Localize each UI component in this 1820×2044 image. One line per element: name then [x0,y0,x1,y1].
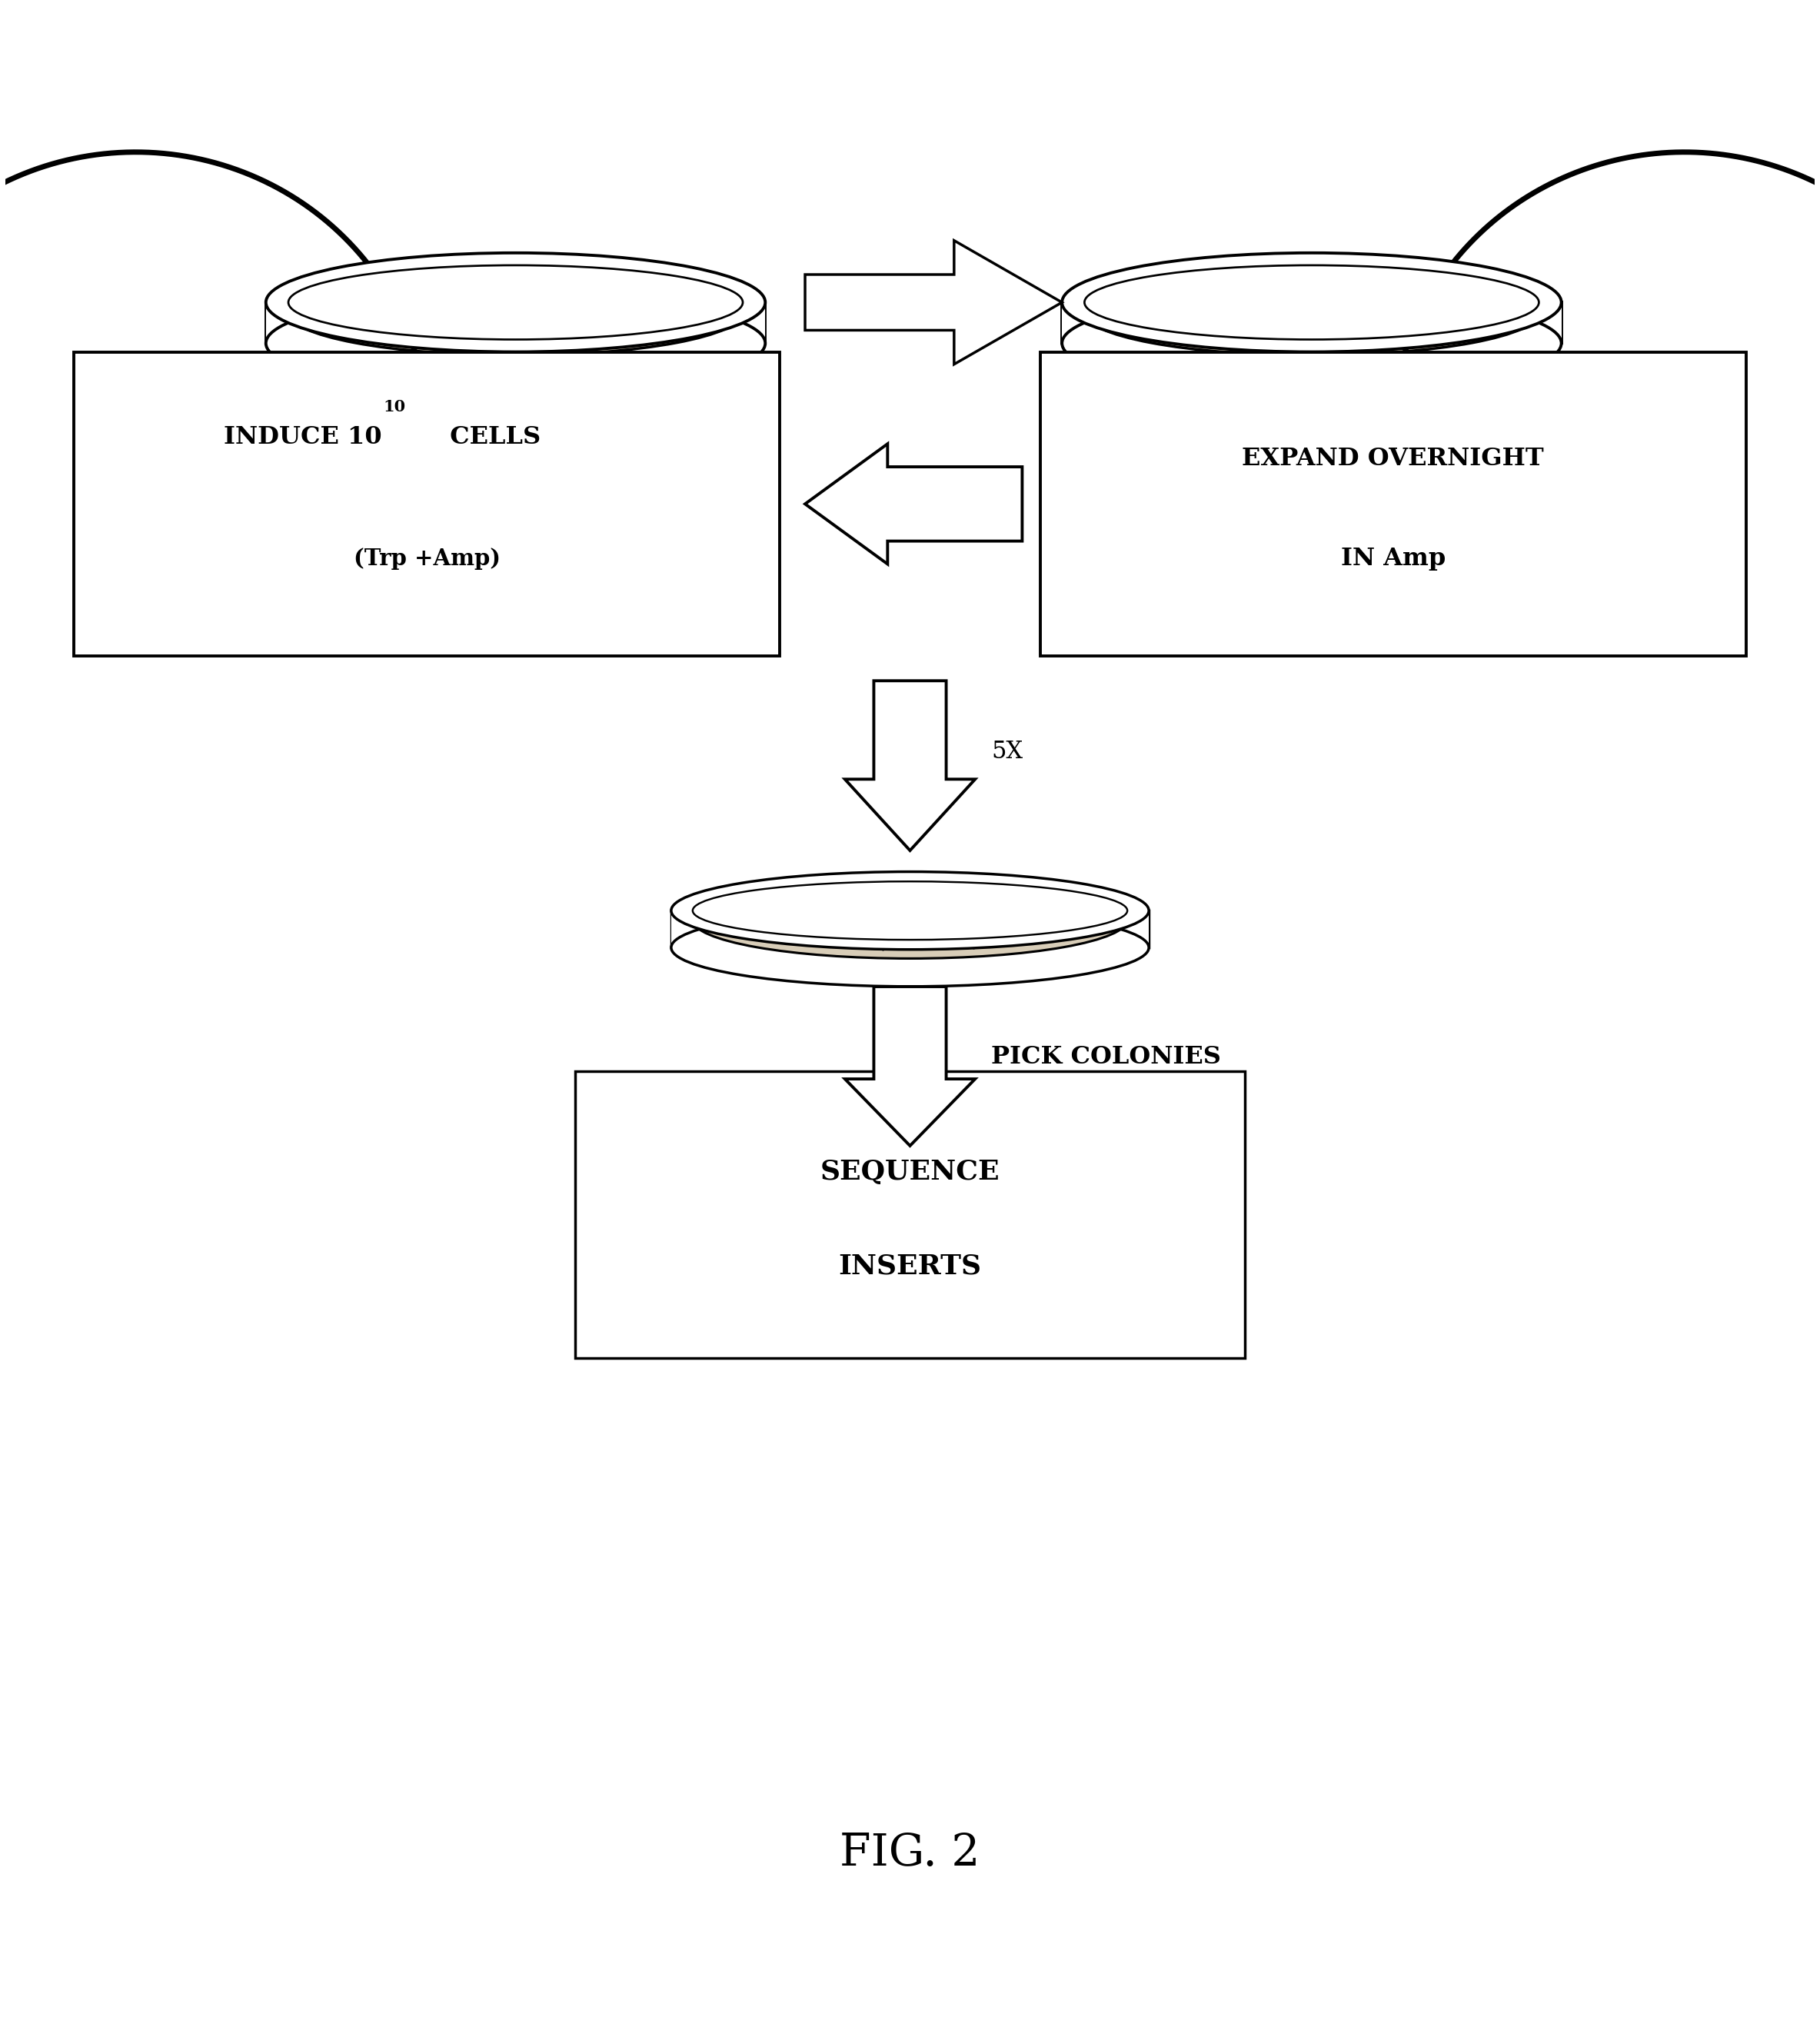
Text: (Trp +Amp): (Trp +Amp) [353,548,501,570]
Polygon shape [804,444,1023,564]
Bar [1041,352,1745,656]
Text: INDUCE 10: INDUCE 10 [224,425,382,450]
Polygon shape [266,303,764,343]
Ellipse shape [266,253,764,352]
Text: FIG. 2: FIG. 2 [839,1831,981,1874]
Text: IN Amp: IN Amp [1341,546,1445,570]
Polygon shape [844,681,976,850]
Text: TDEC: TDEC [1267,470,1356,499]
Bar [575,1071,1245,1357]
Text: CELLS: CELLS [442,425,541,450]
Text: 10: 10 [384,399,406,415]
Text: PICK COLONIES: PICK COLONIES [992,1044,1221,1069]
Text: 5X: 5X [992,740,1023,762]
Ellipse shape [1063,294,1562,392]
Ellipse shape [288,270,743,356]
Text: MAGIC: MAGIC [460,470,571,499]
Ellipse shape [672,910,1148,987]
Ellipse shape [672,871,1148,950]
Text: SEQUENCE: SEQUENCE [821,1159,999,1186]
Polygon shape [804,241,1063,364]
Text: EXPAND OVERNIGHT: EXPAND OVERNIGHT [1241,446,1543,470]
Text: INSERTS: INSERTS [839,1253,981,1280]
Ellipse shape [266,294,764,392]
Polygon shape [844,987,976,1147]
Ellipse shape [1063,253,1562,352]
Polygon shape [672,912,1148,948]
Ellipse shape [693,881,1127,959]
Bar [75,352,779,656]
Polygon shape [1063,303,1562,343]
Ellipse shape [1085,270,1540,356]
